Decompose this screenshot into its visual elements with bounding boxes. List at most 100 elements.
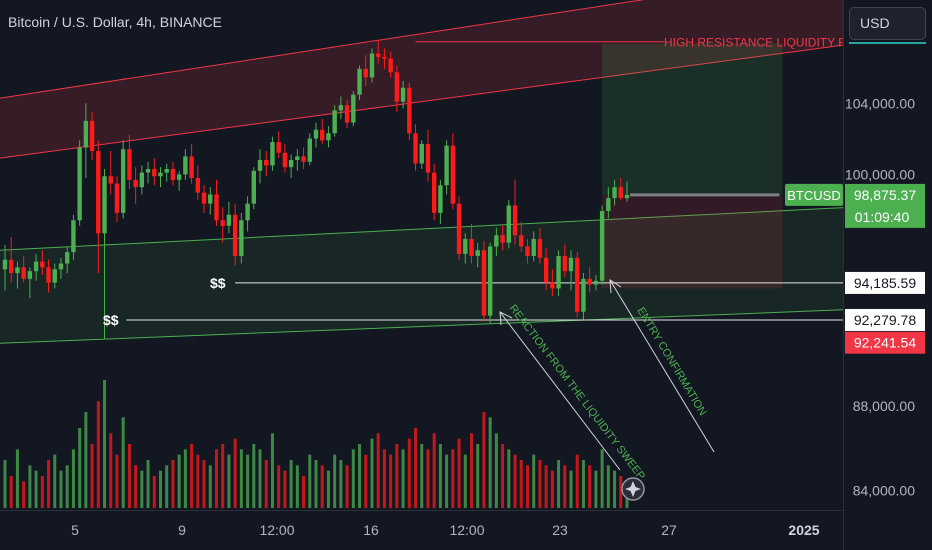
candle (344, 99, 350, 128)
volume-bar (401, 449, 405, 508)
candle-body (519, 235, 524, 247)
candle (232, 203, 238, 266)
annotation-entry-confirmation: ENTRY CONFIRMATION (634, 305, 708, 418)
candle-body (550, 282, 555, 289)
candle-body (33, 261, 39, 272)
candle-body (270, 142, 275, 166)
x-tick-label: 5 (71, 522, 79, 538)
volume-bar (544, 465, 548, 508)
annotation-liquidity-upper: $$ (210, 275, 226, 291)
volume-bar (613, 470, 617, 508)
candle (307, 133, 312, 166)
candle (208, 187, 213, 215)
x-tick-label: 9 (178, 522, 186, 538)
volume-bar (488, 417, 492, 508)
candle-body (245, 203, 250, 221)
candle-body (407, 87, 412, 134)
volume-bar (28, 465, 32, 508)
volume-bar (364, 454, 368, 508)
candle (282, 143, 288, 173)
candle-body (357, 68, 362, 95)
currency-button-underline (849, 42, 926, 44)
candle (276, 131, 281, 159)
candle-body (2, 259, 8, 270)
candle (388, 51, 393, 78)
candle (2, 244, 8, 291)
volume-bar (519, 460, 523, 508)
volume-bar (233, 438, 237, 508)
candle-body (506, 205, 512, 243)
candle-body (220, 220, 225, 226)
price-label-box (845, 331, 925, 354)
candle-body (139, 172, 145, 188)
volume-bar (34, 470, 38, 508)
candle-body (575, 257, 580, 312)
candle-body (369, 53, 375, 78)
candle-body (469, 238, 474, 256)
candle (257, 149, 263, 184)
volume-bar (96, 401, 100, 508)
candle (89, 112, 95, 160)
volume-bar (146, 460, 150, 508)
candle (456, 196, 462, 260)
candle-body (89, 120, 95, 152)
candle-body (307, 138, 312, 162)
volume-bar (563, 465, 567, 508)
volume-bar (507, 449, 511, 508)
volume-bar (252, 444, 256, 508)
volume-bar (395, 444, 399, 508)
candle-body (487, 246, 493, 316)
candle (562, 244, 567, 277)
volume-bar (47, 460, 51, 508)
candle-body (232, 214, 238, 256)
navigation-icon[interactable] (621, 477, 645, 501)
current-price-text: 98,875.37 (854, 187, 916, 203)
candle (270, 136, 275, 171)
candle-body (332, 110, 337, 134)
volume-bar (606, 465, 610, 508)
volume-bar (320, 465, 324, 508)
volume-bar (71, 449, 75, 508)
candle-body (599, 211, 605, 281)
x-tick-label: 16 (363, 522, 379, 538)
candle-body (133, 179, 138, 188)
candle-body (438, 185, 443, 213)
candle (145, 161, 151, 184)
candle (102, 168, 107, 340)
candle (183, 149, 188, 180)
chart-title: Bitcoin / U.S. Dollar, 4h, BINANCE (8, 14, 222, 30)
candle (189, 143, 194, 184)
volume-bar (513, 454, 517, 508)
candle (624, 181, 630, 202)
volume-bar (588, 465, 592, 508)
candle (369, 48, 375, 83)
candle (83, 103, 89, 179)
candle-body (456, 203, 462, 255)
volume-bar (594, 470, 598, 508)
candle (506, 199, 512, 249)
candle-body (313, 129, 319, 139)
candle-body (282, 152, 288, 168)
candle-body (145, 168, 151, 173)
volume-bar (127, 444, 131, 508)
volume-bar (202, 460, 206, 508)
volume-bar (302, 476, 306, 508)
volume-bar (159, 470, 162, 508)
currency-button[interactable]: USD (849, 7, 926, 40)
candle (568, 250, 574, 291)
candle (556, 250, 561, 297)
volume-bar (22, 481, 26, 508)
candle (264, 151, 269, 177)
candle (531, 231, 536, 262)
volume-bar (438, 444, 442, 508)
resistance-channel-top (0, 0, 645, 99)
volume-bar (532, 454, 536, 508)
x-tick-label: 23 (552, 522, 568, 538)
price-label-text: 92,241.54 (854, 335, 916, 351)
candle (15, 261, 20, 289)
candle (332, 105, 337, 137)
volume-bar (445, 454, 449, 508)
support-channel-fill (0, 207, 843, 344)
volume-bar (345, 465, 349, 508)
